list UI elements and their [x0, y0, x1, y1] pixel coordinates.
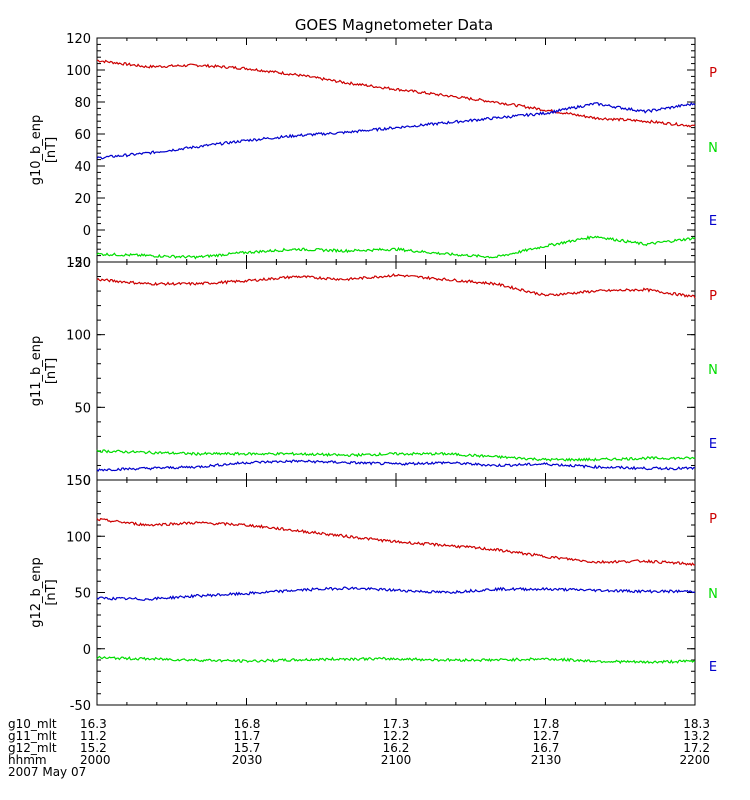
ytick-label: 40: [74, 160, 91, 175]
panel-frame-3: [96, 479, 696, 706]
series-line-E: [96, 102, 696, 160]
footer-value: 13.2: [683, 729, 710, 743]
footer-value: 2200: [679, 753, 710, 767]
series-line-P: [97, 59, 696, 128]
y-axis-unit: [nT]: [44, 137, 59, 163]
footer-value: 15.7: [233, 741, 261, 755]
y-axis-label: g10_b_enp: [29, 115, 44, 186]
footer-value: 18.3: [683, 717, 710, 731]
footer-value: 11.7: [233, 729, 261, 743]
ytick-label: 150: [66, 256, 91, 271]
series-line-P: [96, 517, 696, 567]
ytick-label: 50: [74, 401, 91, 416]
y-axis-label: g12_b_enp: [29, 557, 44, 628]
ytick-label: 120: [66, 32, 91, 47]
footer-row-label: g10_mlt: [8, 717, 57, 731]
footer-value: 2100: [380, 753, 412, 767]
ytick-label: 60: [74, 128, 91, 143]
legend-N: N: [708, 363, 718, 378]
legend-E: E: [709, 660, 717, 675]
footer-value: 16.8: [233, 717, 261, 731]
chart-title: GOES Magnetometer Data: [295, 16, 493, 34]
legend-P: P: [709, 289, 717, 304]
footer-value: 15.2: [80, 741, 107, 755]
legend-E: E: [709, 437, 717, 452]
footer-value: 16.7: [532, 741, 560, 755]
legend-E: E: [709, 214, 717, 229]
legend-P: P: [709, 512, 717, 527]
series-line-E: [96, 459, 696, 472]
ytick-label: 0: [83, 224, 91, 239]
ytick-label: 0: [83, 474, 91, 489]
footer-value: 2000: [80, 753, 111, 767]
footer-value: 17.2: [683, 741, 710, 755]
legend-N: N: [708, 141, 718, 156]
ytick-label: 0: [83, 643, 91, 658]
ytick-label: 100: [66, 64, 91, 79]
footer-value: 2030: [231, 753, 263, 767]
ytick-label: 50: [74, 587, 91, 602]
panel-frame-2: [96, 261, 696, 481]
ytick-label: 80: [74, 96, 91, 111]
y-axis-label: g11_b_enp: [29, 336, 44, 407]
footer-value: 11.2: [80, 729, 107, 743]
footer-value: 2130: [530, 753, 562, 767]
footer-row-label: g12_mlt: [8, 741, 57, 755]
ytick-label: -20: [70, 256, 91, 271]
ytick-label: 20: [74, 192, 91, 207]
legend-P: P: [709, 66, 717, 81]
series-line-E: [96, 586, 696, 601]
series-line-P: [96, 273, 696, 299]
series-line-N: [96, 655, 696, 665]
ytick-label: 150: [66, 474, 91, 489]
footer-value: 17.3: [382, 717, 410, 731]
footer-date: 2007 May 07: [8, 765, 87, 779]
panel-frame-1: [96, 37, 696, 263]
series-line-N: [96, 449, 696, 462]
footer-value: 12.7: [532, 729, 560, 743]
footer-value: 12.2: [382, 729, 410, 743]
y-axis-unit: [nT]: [44, 358, 59, 384]
ytick-label: 100: [66, 329, 91, 344]
series-line-N: [96, 235, 696, 260]
y-axis-unit: [nT]: [44, 579, 59, 605]
footer-value: 16.3: [80, 717, 107, 731]
footer-value: 16.2: [382, 741, 410, 755]
legend-N: N: [708, 587, 718, 602]
footer-row-label: g11_mlt: [8, 729, 57, 743]
ytick-label: 100: [66, 530, 91, 545]
footer-row-label: hhmm: [8, 753, 47, 767]
ytick-label: -50: [70, 699, 91, 714]
footer-value: 17.8: [532, 717, 560, 731]
